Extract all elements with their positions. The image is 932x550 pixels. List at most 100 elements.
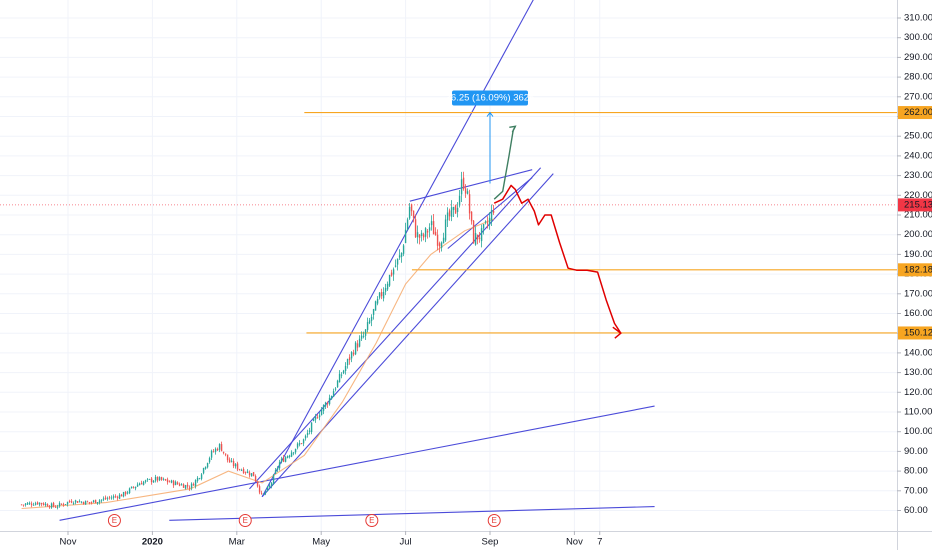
candle-body xyxy=(120,494,123,497)
candle-body xyxy=(390,272,393,276)
candle-body xyxy=(158,477,161,481)
level-price-tag-box xyxy=(898,326,932,340)
candle-body xyxy=(180,484,183,486)
candle-body xyxy=(32,504,35,506)
candle-body xyxy=(204,466,207,469)
candle-body xyxy=(448,210,451,217)
candle-body xyxy=(100,499,103,501)
candle-body xyxy=(386,283,389,290)
trend-line-4 xyxy=(409,169,533,202)
trend-line-3 xyxy=(249,167,542,490)
candle-body xyxy=(264,491,267,494)
candle-body xyxy=(68,501,71,502)
candle-body xyxy=(52,502,55,507)
candle-body xyxy=(412,210,415,218)
price-tick-label: 140.00 xyxy=(904,347,932,358)
candle-body xyxy=(368,320,371,324)
candle-body xyxy=(76,501,79,503)
candle-body xyxy=(74,500,77,503)
candle-body xyxy=(140,483,143,485)
candle-body xyxy=(202,467,205,474)
candle-body xyxy=(90,502,93,503)
candle-body xyxy=(426,230,429,233)
price-tick-label: 190.00 xyxy=(904,249,932,260)
measure-arrowhead xyxy=(486,111,494,117)
candle-body xyxy=(410,204,413,212)
level-price-tag-label: 150.12 xyxy=(904,327,932,338)
candle-body xyxy=(244,472,247,473)
candle-body xyxy=(256,481,259,487)
candle-body xyxy=(326,403,329,405)
earnings-marker-label: E xyxy=(369,516,374,525)
price-tick-label: 200.00 xyxy=(904,229,932,240)
projection-down-arrowhead xyxy=(612,326,623,339)
candle-body xyxy=(316,417,319,419)
candle-body xyxy=(276,467,279,470)
earnings-marker-circle xyxy=(107,514,121,527)
candle-body xyxy=(118,494,121,499)
candle-body xyxy=(152,480,155,483)
ema-line xyxy=(21,218,495,510)
price-tick-label: 160.00 xyxy=(904,308,932,319)
triangle-lower-line xyxy=(447,177,533,249)
candle-body xyxy=(148,479,151,480)
candle-body xyxy=(96,502,99,504)
candle-body xyxy=(188,487,191,489)
candle-body xyxy=(250,473,253,477)
candle-body xyxy=(92,500,95,503)
candle-body xyxy=(366,322,369,330)
price-tick-label: 70.00 xyxy=(904,485,928,496)
candle-body xyxy=(24,503,27,505)
candle-body xyxy=(144,480,147,482)
candle-body xyxy=(334,388,337,390)
time-tick-label: Mar xyxy=(229,537,245,548)
candle-body xyxy=(306,432,309,436)
candle-body xyxy=(70,501,73,503)
candle-body xyxy=(162,478,165,480)
candle-body xyxy=(36,502,39,505)
candle-body xyxy=(266,486,269,492)
candle-body xyxy=(490,210,493,221)
candle-body xyxy=(290,452,293,457)
candle-body xyxy=(454,205,457,214)
candle-body xyxy=(310,422,313,432)
earnings-marker: E xyxy=(487,514,501,527)
candle-body xyxy=(34,503,37,505)
candle-body xyxy=(440,242,443,248)
candle-body xyxy=(30,503,33,505)
earnings-marker-circle xyxy=(365,514,379,527)
candle-body xyxy=(458,195,461,206)
price-tick-label: 230.00 xyxy=(904,170,932,181)
candle-body xyxy=(166,479,169,483)
candle-body xyxy=(42,503,45,506)
candle-body xyxy=(184,485,187,489)
candle-body xyxy=(320,409,323,416)
candle-body xyxy=(206,462,209,468)
candle-body xyxy=(26,503,29,505)
candle-body xyxy=(292,452,295,454)
candle-body xyxy=(56,506,59,508)
candle-body xyxy=(154,476,157,481)
candle-body xyxy=(492,211,495,213)
candle-body xyxy=(88,502,91,503)
candle-body xyxy=(28,502,31,504)
candle-body xyxy=(464,188,467,194)
candle-body xyxy=(300,443,303,444)
price-tick-label: 270.00 xyxy=(904,91,932,102)
candle-body xyxy=(260,492,263,494)
candle-body xyxy=(268,485,271,488)
candle-body xyxy=(136,484,139,487)
candle-body xyxy=(438,243,441,247)
candle-body xyxy=(254,475,257,482)
candle-body xyxy=(322,404,325,411)
candle-body xyxy=(44,503,47,506)
candle-body xyxy=(352,352,355,355)
candle-body xyxy=(48,506,51,508)
level-price-tag-label: 182.18 xyxy=(904,264,932,275)
candle-body xyxy=(380,292,383,297)
measure-label-box xyxy=(452,90,528,106)
candle-body xyxy=(190,483,193,488)
candle-body xyxy=(336,380,339,388)
